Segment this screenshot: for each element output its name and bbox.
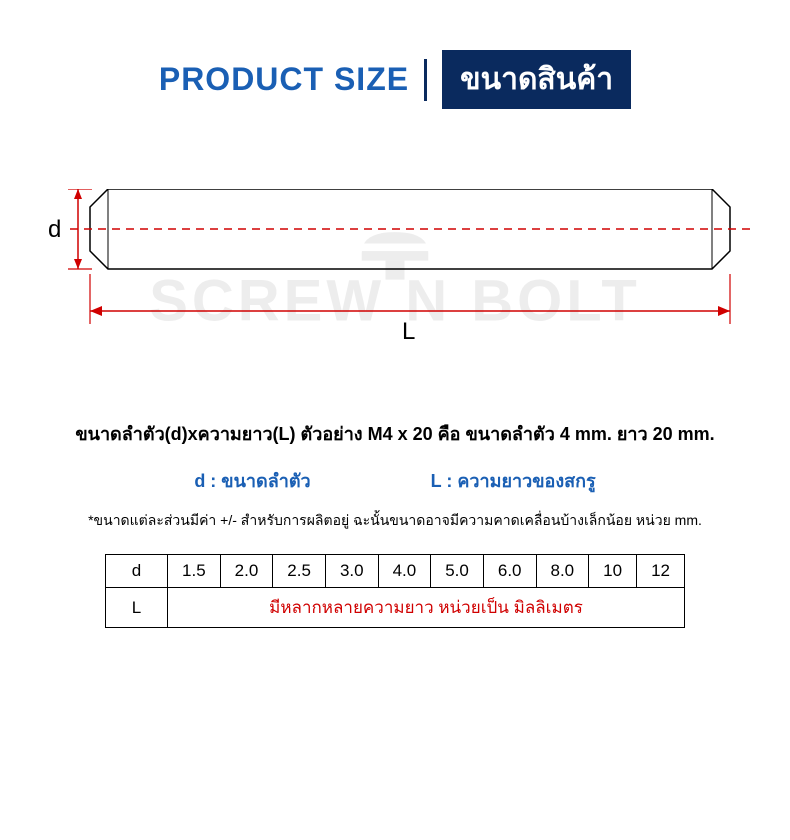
d-value-cell: 8.0 — [536, 555, 589, 588]
label-d: d — [48, 216, 61, 243]
label-L: L — [402, 318, 415, 345]
d-value-cell: 10 — [589, 555, 637, 588]
d-value-cell: 4.0 — [378, 555, 431, 588]
d-value-cell: 2.5 — [273, 555, 326, 588]
L-merged-cell: มีหลากหลายความยาว หน่วยเป็น มิลลิเมตร — [168, 588, 685, 628]
header: PRODUCT SIZE ขนาดสินค้า — [0, 50, 790, 109]
d-value-cell: 3.0 — [325, 555, 378, 588]
description-text: ขนาดลำตัว(d)xความยาว(L) ตัวอย่าง M4 x 20… — [0, 419, 790, 448]
d-value-cell: 5.0 — [431, 555, 484, 588]
d-value-cell: 6.0 — [483, 555, 536, 588]
d-value-cell: 12 — [637, 555, 685, 588]
table-row-L: L มีหลากหลายความยาว หน่วยเป็น มิลลิเมตร — [106, 588, 685, 628]
size-table: d 1.5 2.0 2.5 3.0 4.0 5.0 6.0 8.0 10 12 … — [105, 554, 685, 628]
d-header-cell: d — [106, 555, 168, 588]
dimension-L: L — [90, 274, 730, 345]
legend-row: d : ขนาดลำตัว L : ความยาวของสกรู — [0, 466, 790, 495]
L-header-cell: L — [106, 588, 168, 628]
note-text: *ขนาดแต่ละส่วนมีค่า +/- สำหรับการผลิตอยู… — [0, 510, 790, 532]
title-english: PRODUCT SIZE — [159, 61, 424, 98]
pin-diagram-svg: d L — [30, 189, 760, 389]
legend-L: L : ความยาวของสกรู — [431, 466, 596, 495]
legend-d: d : ขนาดลำตัว — [194, 466, 310, 495]
table-row-d: d 1.5 2.0 2.5 3.0 4.0 5.0 6.0 8.0 10 12 — [106, 555, 685, 588]
diagram-area: SCREW N BOLT d L — [30, 159, 760, 389]
d-value-cell: 2.0 — [220, 555, 273, 588]
title-divider — [424, 59, 427, 101]
title-thai-box: ขนาดสินค้า — [442, 50, 631, 109]
d-value-cell: 1.5 — [168, 555, 221, 588]
